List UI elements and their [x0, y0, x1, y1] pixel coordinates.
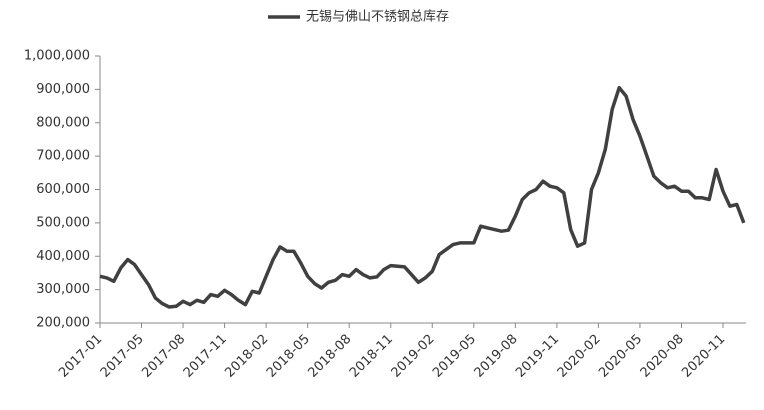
- y-tick-label: 400,000: [36, 249, 90, 264]
- x-tick-label: 2018-02: [222, 332, 271, 381]
- x-tick-label: 2018-11: [347, 332, 396, 381]
- x-tick-label: 2017-11: [181, 332, 230, 381]
- x-tick-label: 2017-08: [139, 332, 188, 381]
- y-tick-label: 600,000: [36, 182, 90, 197]
- x-tick-label: 2020-11: [679, 332, 728, 381]
- y-tick-label: 800,000: [36, 115, 90, 130]
- x-tick-label: 2018-05: [264, 332, 313, 381]
- y-tick-label: 700,000: [36, 149, 90, 164]
- y-tick-label: 1,000,000: [24, 49, 90, 64]
- y-tick-label: 900,000: [36, 82, 90, 97]
- line: [99, 85, 746, 309]
- x-tick-label: 2019-11: [513, 332, 562, 381]
- x-tick-label: 2017-05: [98, 332, 147, 381]
- x-tick-label: 2020-08: [638, 332, 687, 381]
- legend-label: 无锡与佛山不锈钢总库存: [306, 9, 449, 25]
- x-tick-label: 2020-05: [596, 332, 645, 381]
- x-tick-label: 2018-08: [305, 332, 354, 381]
- y-tick-label: 300,000: [36, 282, 90, 297]
- y-tick-label: 200,000: [36, 316, 90, 331]
- y-tick-label: 500,000: [36, 215, 90, 230]
- x-tick-label: 2019-02: [389, 332, 438, 381]
- x-tick-label: 2017-01: [56, 332, 105, 381]
- x-tick-label: 2019-08: [472, 332, 521, 381]
- x-tick-label: 2020-02: [555, 332, 604, 381]
- x-tick-label: 2019-05: [430, 332, 479, 381]
